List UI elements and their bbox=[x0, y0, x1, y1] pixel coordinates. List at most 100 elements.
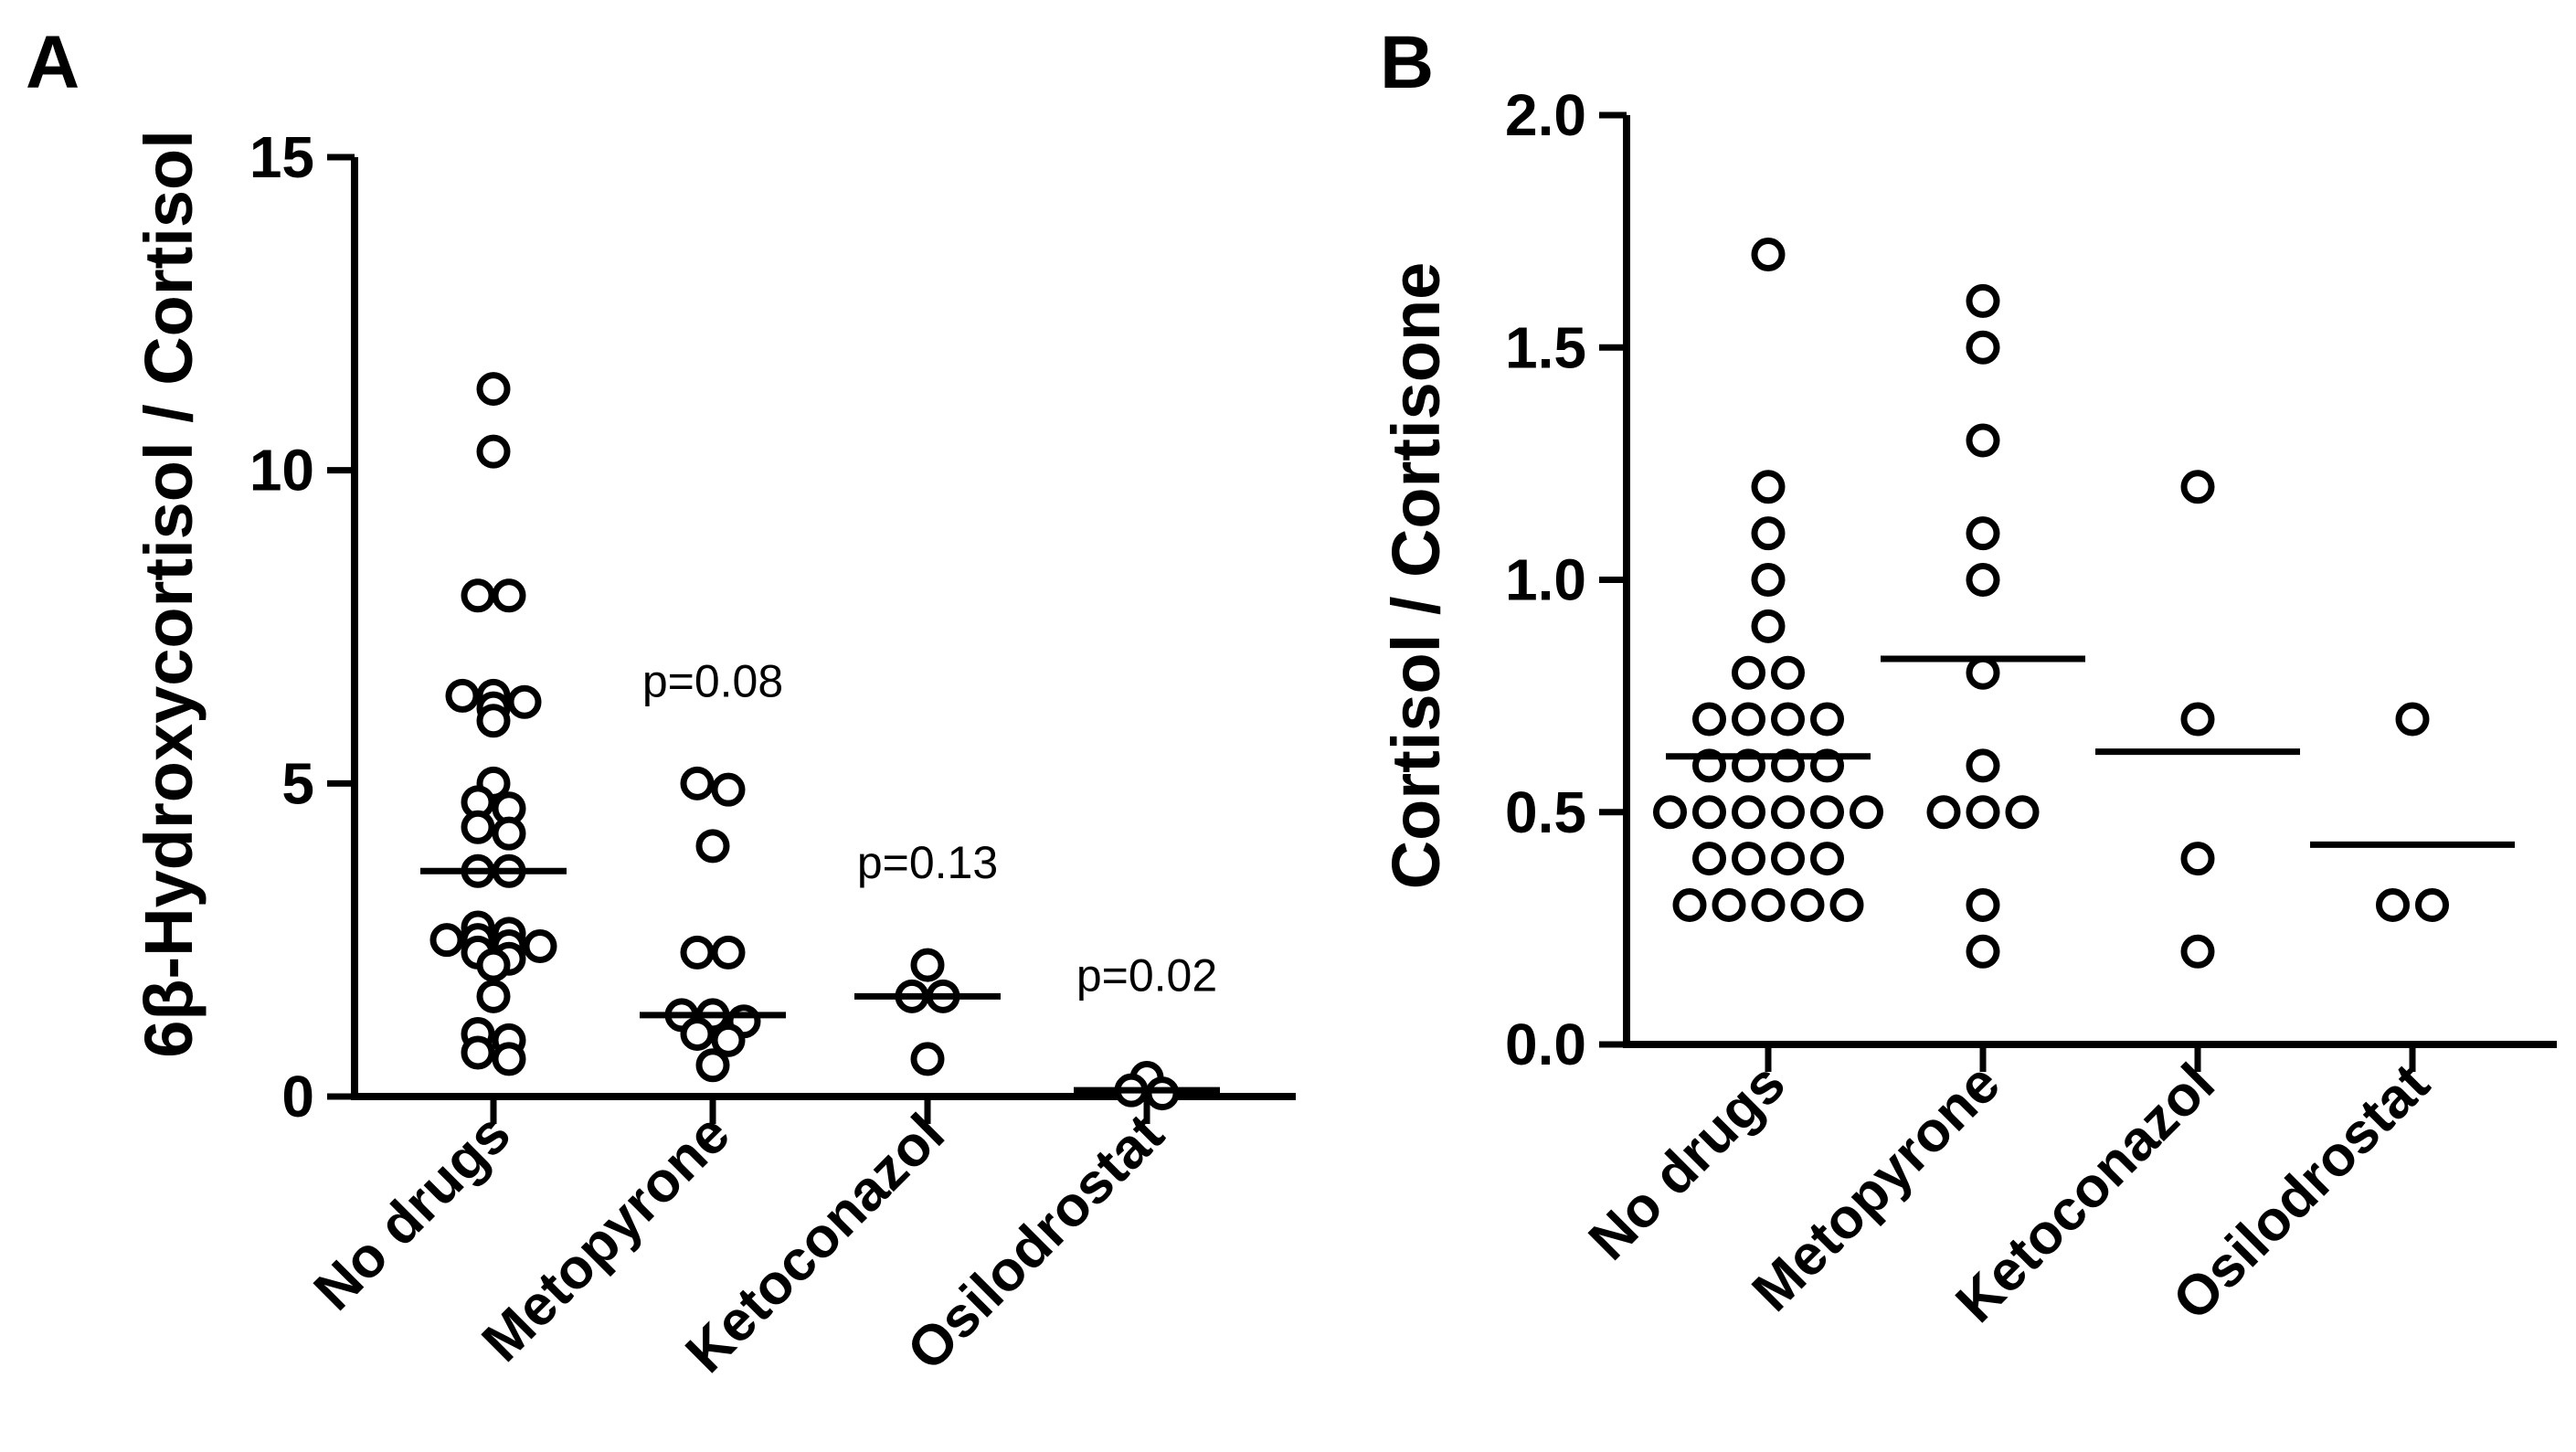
data-point bbox=[2180, 470, 2215, 504]
data-point bbox=[2180, 842, 2215, 876]
data-point bbox=[1751, 609, 1786, 643]
data-point bbox=[1810, 842, 1844, 876]
data-point bbox=[1966, 283, 2000, 318]
panel-a-y-axis-label: 6β-Hydroxycortisol / Cortisol bbox=[131, 130, 207, 1058]
panel-a-letter: A bbox=[26, 21, 80, 104]
data-point bbox=[1751, 516, 1786, 551]
panel-b-y-ticks: 0.0 0.5 1.0 1.5 2.0 bbox=[1505, 82, 1627, 1077]
data-point bbox=[910, 1042, 945, 1076]
data-point bbox=[507, 684, 542, 719]
data-point bbox=[1771, 655, 1805, 690]
data-point bbox=[1751, 238, 1786, 272]
data-point bbox=[2376, 887, 2410, 922]
panel-a-categories: No drugsMetopyroneKetoconazolOsilodrosta… bbox=[302, 1097, 1176, 1385]
data-point bbox=[492, 1042, 526, 1076]
data-point bbox=[711, 935, 746, 970]
panel-b-medians bbox=[1666, 655, 2515, 848]
data-point bbox=[1966, 563, 2000, 597]
x-category-label: No drugs bbox=[302, 1102, 523, 1322]
data-point bbox=[1732, 702, 1765, 737]
y-tick-label: 0.0 bbox=[1505, 1012, 1586, 1077]
data-point bbox=[1712, 887, 1746, 922]
data-point bbox=[476, 948, 511, 982]
p-value-label: p=0.13 bbox=[857, 837, 998, 888]
data-point bbox=[476, 434, 511, 469]
data-point bbox=[1771, 795, 1805, 830]
panel-b-categories: No drugsMetopyroneKetoconazolOsilodrosta… bbox=[1577, 1044, 2442, 1335]
data-point bbox=[1829, 887, 1864, 922]
data-point bbox=[461, 578, 495, 613]
panel-a-medians bbox=[420, 867, 1220, 1094]
y-tick-label: 5 bbox=[281, 750, 314, 816]
data-point bbox=[1966, 795, 2000, 830]
data-point bbox=[1810, 795, 1844, 830]
data-point bbox=[1732, 842, 1765, 876]
data-point bbox=[711, 772, 746, 807]
data-point bbox=[1732, 795, 1765, 830]
data-point bbox=[461, 1035, 495, 1070]
panel-a-p-values: p=0.08 p=0.13 p=0.02 bbox=[642, 655, 1217, 1001]
data-point bbox=[1966, 748, 2000, 783]
data-point bbox=[1771, 702, 1805, 737]
data-point bbox=[476, 372, 511, 407]
data-point bbox=[1751, 563, 1786, 597]
data-point bbox=[1966, 423, 2000, 458]
data-point bbox=[910, 948, 945, 982]
p-value-label: p=0.08 bbox=[642, 655, 783, 706]
data-point bbox=[711, 1023, 746, 1057]
data-point bbox=[523, 929, 557, 964]
data-point bbox=[1672, 887, 1707, 922]
data-point bbox=[2005, 795, 2040, 830]
panel-b: B Cortisol / Cortisone 0.0 0.5 1.0 1.5 2.0 N… bbox=[1378, 21, 2557, 1335]
data-point bbox=[1966, 934, 2000, 969]
y-tick-label: 2.0 bbox=[1505, 82, 1586, 148]
y-tick-label: 15 bbox=[249, 124, 314, 190]
data-point bbox=[1966, 330, 2000, 365]
data-point bbox=[1751, 887, 1786, 922]
data-point bbox=[1850, 795, 1883, 830]
data-point bbox=[429, 923, 464, 958]
data-point bbox=[1810, 702, 1844, 737]
data-point bbox=[2180, 934, 2215, 969]
data-point bbox=[2415, 887, 2449, 922]
data-point bbox=[1653, 795, 1687, 830]
y-tick-label: 0 bbox=[281, 1064, 314, 1129]
data-point bbox=[1692, 702, 1726, 737]
data-point bbox=[1966, 655, 2000, 690]
data-point bbox=[695, 829, 730, 864]
data-point bbox=[445, 678, 480, 713]
data-point bbox=[476, 979, 511, 1013]
data-point bbox=[1732, 655, 1765, 690]
panel-b-points bbox=[1653, 238, 2449, 969]
data-point bbox=[2180, 702, 2215, 737]
panel-a-y-ticks: 0 5 10 15 bbox=[249, 124, 355, 1129]
data-point bbox=[695, 1048, 730, 1083]
data-point bbox=[461, 810, 495, 844]
data-point bbox=[1966, 887, 2000, 922]
data-point bbox=[680, 1016, 715, 1051]
data-point bbox=[1926, 795, 1961, 830]
data-point bbox=[1966, 516, 2000, 551]
y-tick-label: 1.0 bbox=[1505, 547, 1586, 613]
x-category-label: No drugs bbox=[1577, 1052, 1797, 1272]
data-point bbox=[2395, 702, 2430, 737]
panel-b-letter: B bbox=[1380, 21, 1434, 104]
panel-a: A 6β-Hydroxycortisol / Cortisol 0 5 10 15 N… bbox=[26, 21, 1296, 1385]
panel-a-points bbox=[429, 372, 1180, 1111]
data-point bbox=[1692, 795, 1726, 830]
panel-b-y-axis-label: Cortisol / Cortisone bbox=[1378, 262, 1454, 890]
data-point bbox=[476, 704, 511, 738]
data-point bbox=[492, 816, 526, 851]
data-point bbox=[1692, 842, 1726, 876]
data-point bbox=[1790, 887, 1825, 922]
data-point bbox=[680, 935, 715, 970]
p-value-label: p=0.02 bbox=[1076, 949, 1217, 1001]
data-point bbox=[680, 766, 715, 800]
y-tick-label: 0.5 bbox=[1505, 779, 1586, 845]
data-point bbox=[1771, 842, 1805, 876]
data-point bbox=[1751, 470, 1786, 504]
y-tick-label: 10 bbox=[249, 438, 314, 503]
data-point bbox=[492, 578, 526, 613]
y-tick-label: 1.5 bbox=[1505, 314, 1586, 380]
